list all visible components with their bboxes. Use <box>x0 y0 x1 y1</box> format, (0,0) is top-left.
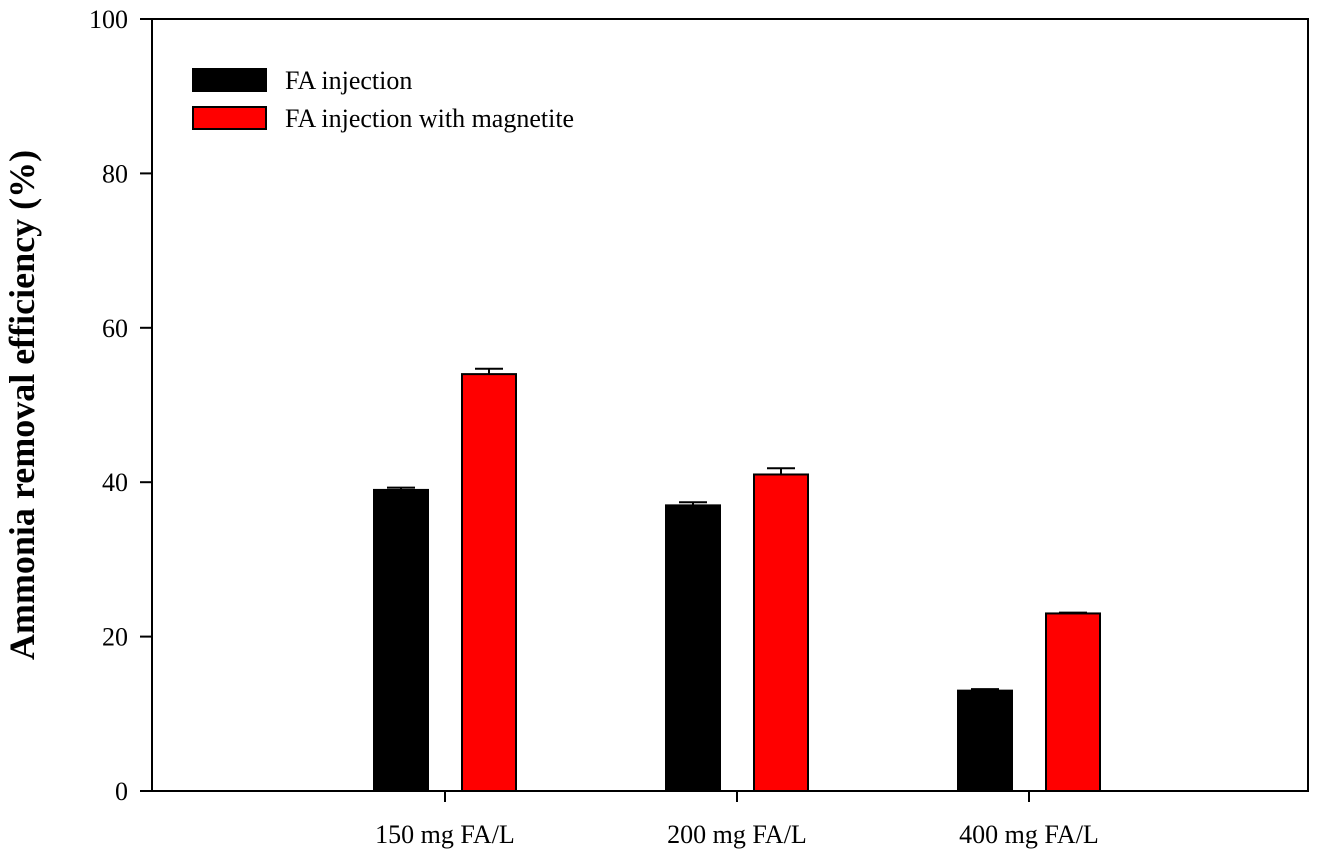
bar-series <box>373 367 1101 793</box>
plot-axes <box>151 18 1309 792</box>
bar <box>373 488 429 792</box>
x-tick-label: 200 mg FA/L <box>667 820 807 849</box>
x-tick-label: 150 mg FA/L <box>375 820 515 849</box>
legend-swatch <box>192 68 267 92</box>
legend: FA injection FA injection with magnetite <box>192 66 574 133</box>
x-axis-ticks: 150 mg FA/L 200 mg FA/L 400 mg FA/L <box>375 791 1099 849</box>
bar <box>753 473 809 792</box>
y-tick-label: 100 <box>89 5 128 34</box>
bar <box>461 373 517 792</box>
legend-swatch <box>192 106 267 130</box>
legend-label: FA injection with magnetite <box>285 104 574 133</box>
bar <box>957 689 1013 793</box>
x-tick-label: 400 mg FA/L <box>959 820 1099 849</box>
y-tick-label: 60 <box>102 314 128 343</box>
y-tick-label: 20 <box>102 623 128 652</box>
y-tick-label: 40 <box>102 468 128 497</box>
legend-label: FA injection <box>285 66 412 95</box>
plot-frame <box>151 18 1309 792</box>
y-tick-label: 80 <box>102 159 128 188</box>
y-axis-title: Ammonia removal efficiency (%) <box>2 150 42 660</box>
y-axis-ticks: 0 20 40 60 80 100 <box>89 5 152 806</box>
y-tick-label: 0 <box>115 777 128 806</box>
bar <box>1045 612 1101 792</box>
bar <box>665 504 721 792</box>
